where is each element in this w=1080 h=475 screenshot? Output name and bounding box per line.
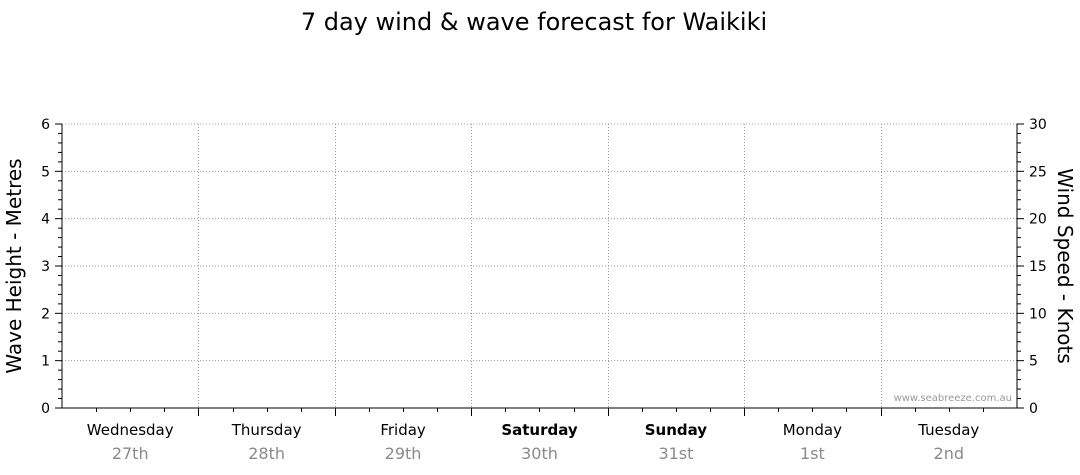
day-name-label: Monday: [783, 421, 842, 439]
right-axis-title: Wind Speed - Knots: [1053, 168, 1077, 364]
day-name-label: Wednesday: [87, 421, 174, 439]
right-y-tick-label: 10: [1029, 306, 1047, 322]
day-name-label: Tuesday: [917, 421, 979, 439]
day-name-label: Friday: [380, 421, 426, 439]
left-y-tick-label: 6: [41, 117, 50, 133]
day-date-label: 28th: [248, 444, 285, 463]
left-y-tick-label: 1: [41, 354, 50, 370]
left-y-tick-label: 3: [41, 259, 50, 275]
grid-lines: [62, 123, 1017, 408]
right-y-tick-label: 15: [1029, 259, 1047, 275]
watermark-text: www.seabreeze.com.au: [894, 393, 1012, 404]
chart-title: 7 day wind & wave forecast for Waikiki: [301, 8, 767, 36]
left-y-tick-label: 4: [41, 212, 50, 228]
left-y-tick-label: 0: [41, 401, 50, 417]
day-date-label: 30th: [521, 444, 558, 463]
axes: [55, 123, 1024, 416]
right-y-tick-label: 20: [1029, 212, 1047, 228]
left-axis-title: Wave Height - Metres: [2, 158, 26, 373]
right-y-tick-label: 0: [1029, 401, 1038, 417]
right-y-tick-label: 5: [1029, 354, 1038, 370]
day-date-label: 27th: [112, 444, 149, 463]
day-date-label: 2nd: [934, 444, 964, 463]
right-y-tick-label: 30: [1029, 117, 1047, 133]
left-y-tick-label: 2: [41, 306, 50, 322]
day-date-label: 31st: [658, 444, 693, 463]
right-y-ticks: 0 5 10 15 20 25 30: [1029, 117, 1047, 417]
left-y-ticks: 0 1 2 3 4 5 6: [41, 117, 50, 417]
day-date-label: 1st: [800, 444, 825, 463]
day-date-label: 29th: [385, 444, 422, 463]
day-name-label: Sunday: [645, 421, 708, 439]
day-labels: Wednesday 27th Thursday 28th Friday 29th Satur…: [87, 421, 980, 463]
day-name-label: Saturday: [501, 421, 578, 439]
day-name-label: Thursday: [231, 421, 302, 439]
right-y-tick-label: 25: [1029, 164, 1047, 180]
left-y-tick-label: 5: [41, 164, 50, 180]
